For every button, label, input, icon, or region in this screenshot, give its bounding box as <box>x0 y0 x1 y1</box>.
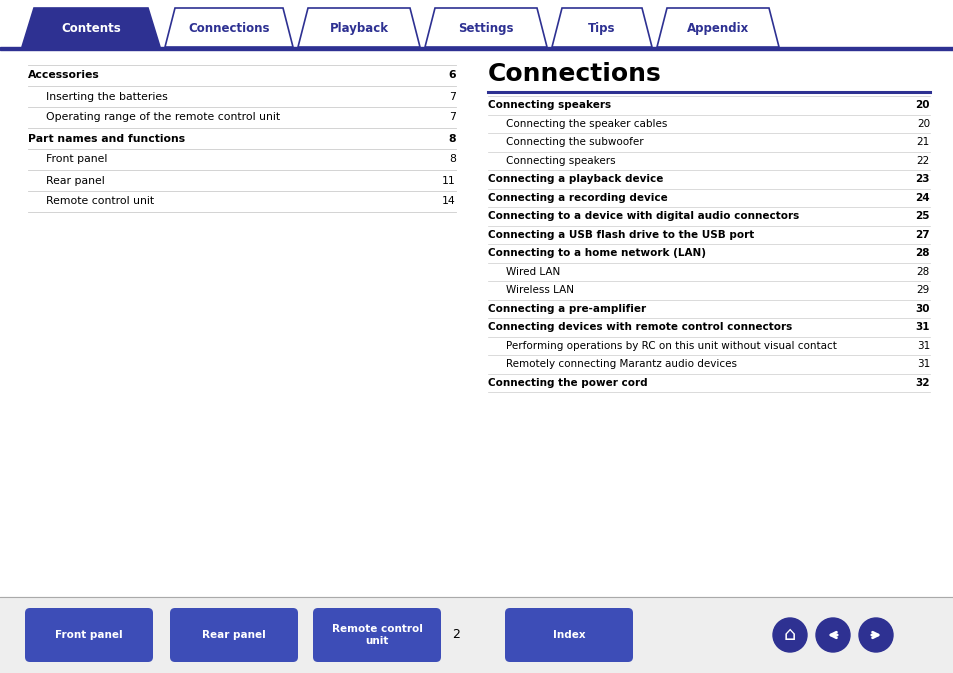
Text: 8: 8 <box>449 155 456 164</box>
Text: 27: 27 <box>915 229 929 240</box>
Polygon shape <box>657 8 779 47</box>
FancyBboxPatch shape <box>313 608 440 662</box>
Text: 31: 31 <box>916 359 929 369</box>
Polygon shape <box>297 8 419 47</box>
Text: ⌂: ⌂ <box>783 625 796 645</box>
Circle shape <box>858 618 892 652</box>
Text: Tips: Tips <box>588 22 615 35</box>
Text: Accessories: Accessories <box>28 71 100 81</box>
Circle shape <box>815 618 849 652</box>
FancyBboxPatch shape <box>25 608 152 662</box>
Text: Connecting the speaker cables: Connecting the speaker cables <box>505 118 667 129</box>
Polygon shape <box>552 8 651 47</box>
Text: Connecting to a device with digital audio connectors: Connecting to a device with digital audi… <box>488 211 799 221</box>
Text: 28: 28 <box>916 267 929 277</box>
Text: 24: 24 <box>915 192 929 203</box>
Text: 30: 30 <box>915 304 929 314</box>
Text: Connecting speakers: Connecting speakers <box>505 155 615 166</box>
Text: 6: 6 <box>448 71 456 81</box>
FancyBboxPatch shape <box>504 608 633 662</box>
Text: 22: 22 <box>916 155 929 166</box>
Text: 21: 21 <box>916 137 929 147</box>
Text: Remote control unit: Remote control unit <box>46 197 154 207</box>
Text: Connecting a pre-amplifier: Connecting a pre-amplifier <box>488 304 645 314</box>
Text: 11: 11 <box>442 176 456 186</box>
Text: Wireless LAN: Wireless LAN <box>505 285 574 295</box>
Text: Operating range of the remote control unit: Operating range of the remote control un… <box>46 112 280 122</box>
Text: Rear panel: Rear panel <box>202 630 266 640</box>
Text: Connecting the power cord: Connecting the power cord <box>488 378 647 388</box>
FancyBboxPatch shape <box>170 608 297 662</box>
Text: Inserting the batteries: Inserting the batteries <box>46 92 168 102</box>
Text: 14: 14 <box>442 197 456 207</box>
Text: Connecting devices with remote control connectors: Connecting devices with remote control c… <box>488 322 791 332</box>
Text: Part names and functions: Part names and functions <box>28 133 185 143</box>
Text: 8: 8 <box>448 133 456 143</box>
Bar <box>0 47 953 50</box>
Text: Appendix: Appendix <box>686 22 748 35</box>
Text: Performing operations by RC on this unit without visual contact: Performing operations by RC on this unit… <box>505 341 836 351</box>
Text: Connecting a recording device: Connecting a recording device <box>488 192 667 203</box>
Text: Front panel: Front panel <box>46 155 108 164</box>
Text: Remotely connecting Marantz audio devices: Remotely connecting Marantz audio device… <box>505 359 737 369</box>
Text: Remote control
unit: Remote control unit <box>332 624 422 646</box>
Text: 20: 20 <box>915 100 929 110</box>
Text: Rear panel: Rear panel <box>46 176 105 186</box>
Polygon shape <box>424 8 546 47</box>
Text: 2: 2 <box>452 629 459 641</box>
Text: 32: 32 <box>915 378 929 388</box>
Polygon shape <box>22 8 160 47</box>
Text: Contents: Contents <box>61 22 121 35</box>
Text: 20: 20 <box>916 118 929 129</box>
Polygon shape <box>165 8 293 47</box>
Text: Front panel: Front panel <box>55 630 123 640</box>
Text: Connections: Connections <box>188 22 270 35</box>
Text: 23: 23 <box>915 174 929 184</box>
Text: 29: 29 <box>916 285 929 295</box>
Text: Connecting speakers: Connecting speakers <box>488 100 611 110</box>
Text: Index: Index <box>552 630 585 640</box>
Circle shape <box>772 618 806 652</box>
Text: 25: 25 <box>915 211 929 221</box>
Text: Connecting to a home network (LAN): Connecting to a home network (LAN) <box>488 248 705 258</box>
Text: Connecting a USB flash drive to the USB port: Connecting a USB flash drive to the USB … <box>488 229 754 240</box>
Text: 28: 28 <box>915 248 929 258</box>
Text: Playback: Playback <box>329 22 388 35</box>
Text: Connecting the subwoofer: Connecting the subwoofer <box>505 137 643 147</box>
Text: Connecting a playback device: Connecting a playback device <box>488 174 662 184</box>
Text: 31: 31 <box>916 341 929 351</box>
Text: Connections: Connections <box>488 62 661 86</box>
Text: 7: 7 <box>449 112 456 122</box>
Text: Settings: Settings <box>457 22 514 35</box>
Text: Wired LAN: Wired LAN <box>505 267 559 277</box>
Text: 31: 31 <box>915 322 929 332</box>
Bar <box>0 597 953 673</box>
Text: 7: 7 <box>449 92 456 102</box>
